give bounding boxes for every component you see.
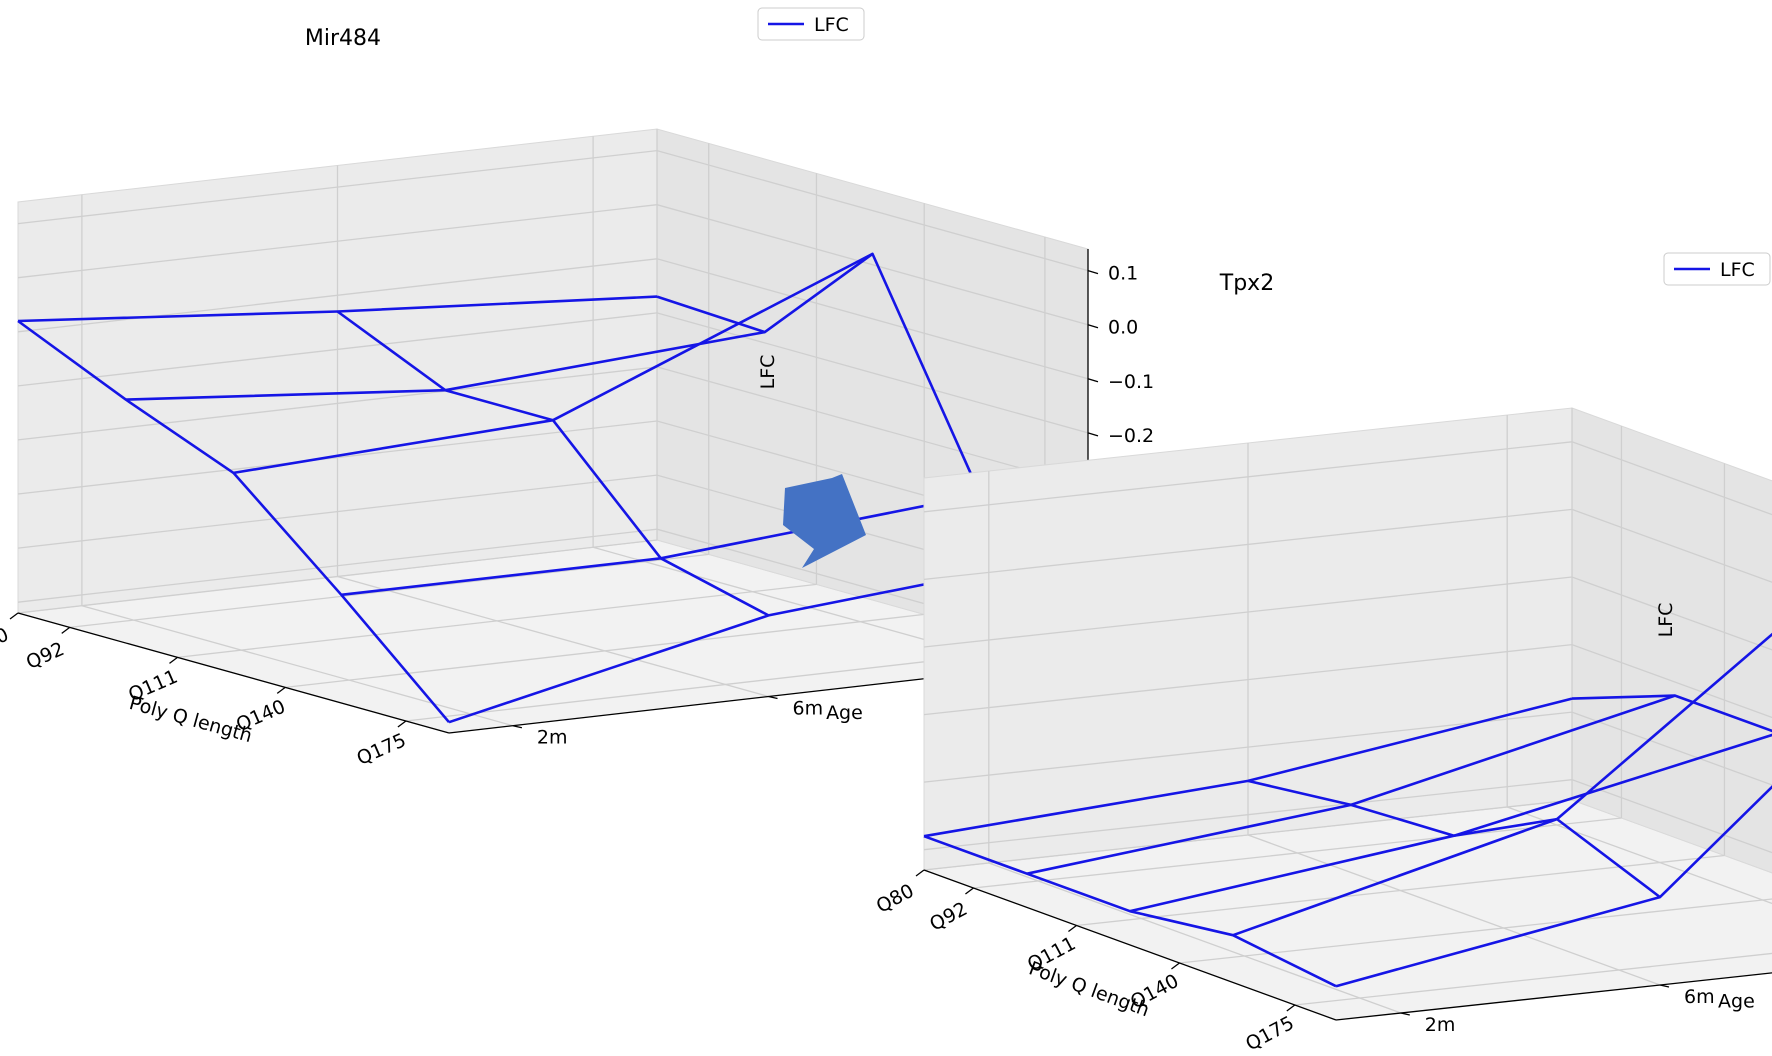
x-tick-label: Q80 bbox=[0, 624, 12, 660]
x-axis-line bbox=[17, 612, 450, 734]
chart-title: Tpx2 bbox=[1219, 271, 1274, 296]
x-tick-mark bbox=[9, 612, 19, 620]
y-tick-label: 6m bbox=[793, 698, 824, 720]
z-tick-mark bbox=[1087, 324, 1099, 329]
x-tick-mark bbox=[276, 686, 286, 694]
wire-line-Q140 bbox=[341, 493, 981, 597]
y-tick-mark bbox=[768, 695, 778, 700]
y-tick-label: 2m bbox=[1425, 1014, 1456, 1036]
legend-box bbox=[757, 7, 865, 41]
x-tick-mark bbox=[61, 626, 71, 634]
z-gridline bbox=[923, 508, 1772, 583]
y-tick-mark bbox=[512, 725, 523, 729]
y-tick-label: 2m bbox=[537, 727, 568, 749]
y-tick-mark bbox=[1659, 984, 1670, 988]
wire-line-Q92 bbox=[1026, 694, 1676, 875]
z-gridline bbox=[923, 576, 1772, 651]
floor-gridline bbox=[81, 605, 514, 727]
floor-gridline bbox=[337, 575, 769, 698]
wire-line-Q111 bbox=[1129, 733, 1772, 913]
z-gridline bbox=[17, 258, 1089, 380]
x-axis-line bbox=[923, 869, 1337, 1021]
wire-line-Q92 bbox=[125, 330, 766, 401]
legend-box bbox=[1663, 252, 1771, 286]
wire-line-Q80 bbox=[923, 697, 1573, 838]
z-tick-label: 0.0 bbox=[1108, 317, 1138, 339]
y-tick-label: 6m bbox=[1684, 986, 1715, 1008]
z-gridline bbox=[923, 643, 1772, 719]
x-tick-label: Q175 bbox=[354, 729, 410, 770]
z-tick-mark bbox=[1087, 432, 1099, 437]
wire-line-Q175 bbox=[1335, 785, 1772, 988]
x-tick-label: Q92 bbox=[926, 898, 971, 936]
y-axis-label: Age bbox=[826, 702, 863, 724]
x-tick-mark bbox=[397, 720, 407, 728]
z-gridline bbox=[17, 204, 1089, 326]
wire-line-Q80 bbox=[17, 295, 658, 323]
z-tick-label: −0.1 bbox=[1108, 371, 1154, 393]
y-tick-mark bbox=[1400, 1012, 1410, 1016]
series-line-10m bbox=[1571, 694, 1772, 733]
right-arrow-icon bbox=[783, 474, 866, 568]
chart-title: Mir484 bbox=[305, 26, 381, 51]
z-gridline bbox=[923, 711, 1772, 786]
z-axis-label: LFC bbox=[757, 355, 779, 390]
floor-gridline bbox=[1247, 834, 1661, 986]
x-tick-mark bbox=[1068, 924, 1077, 933]
x-tick-mark bbox=[1171, 962, 1180, 970]
mir484-plot: 0.10.0−0.1−0.2−0.3−0.4−0.5−0.6Q80Q92Q111… bbox=[0, 7, 1154, 770]
wire-line-Q140 bbox=[1232, 632, 1772, 937]
wire-line-Q111 bbox=[233, 252, 874, 475]
z-tick-mark bbox=[1087, 270, 1099, 275]
z-tick-mark bbox=[1087, 378, 1099, 383]
z-gridline bbox=[923, 441, 1772, 516]
floor-gridline bbox=[988, 862, 1402, 1014]
z-gridline bbox=[17, 312, 1089, 434]
x-tick-mark bbox=[965, 887, 974, 895]
x-tick-label: Q80 bbox=[873, 880, 918, 918]
z-tick-label: −0.2 bbox=[1108, 425, 1154, 447]
x-axis-label: Poly Q length bbox=[1026, 957, 1152, 1021]
x-tick-mark bbox=[915, 869, 925, 877]
y-axis-label: Age bbox=[1718, 991, 1755, 1013]
legend-label: LFC bbox=[814, 14, 849, 36]
z-tick-label: 0.1 bbox=[1108, 263, 1138, 285]
z-gridline bbox=[17, 149, 1089, 272]
z-gridline bbox=[923, 779, 1772, 854]
x-tick-mark bbox=[169, 656, 178, 664]
x-tick-label: Q175 bbox=[1242, 1012, 1298, 1052]
z-axis-label: LFC bbox=[1655, 603, 1677, 638]
legend-label: LFC bbox=[1720, 259, 1755, 281]
x-tick-mark bbox=[1286, 1004, 1296, 1012]
x-tick-label: Q92 bbox=[23, 638, 68, 674]
